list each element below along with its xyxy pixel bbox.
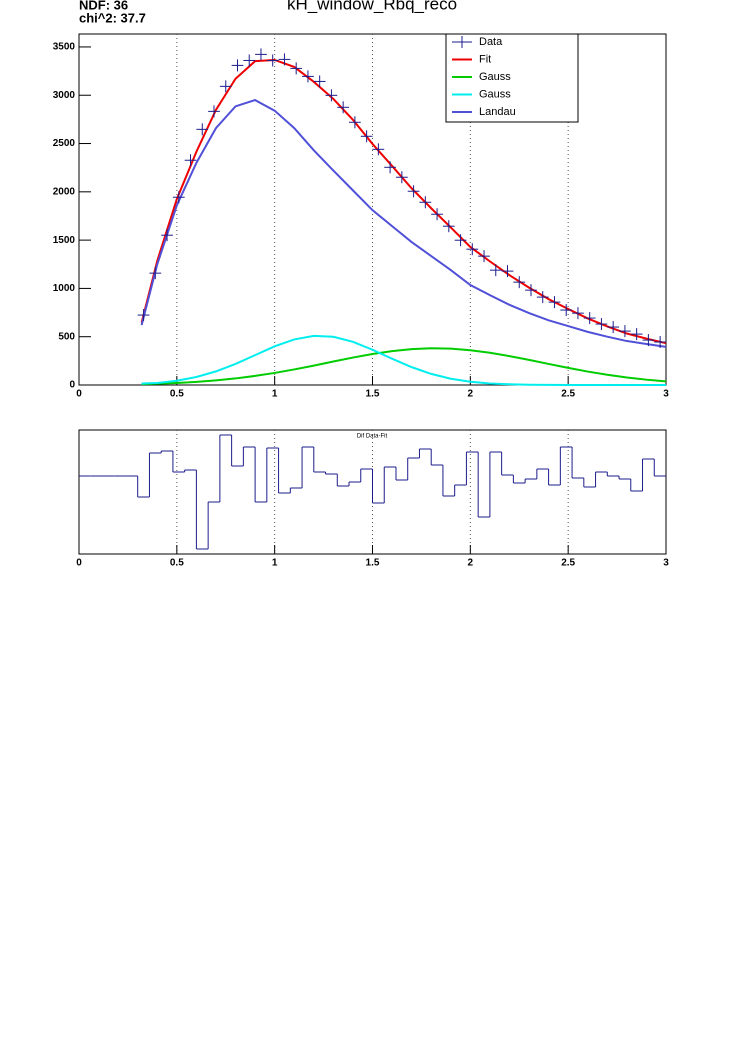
chart-title: kH_window_Rbq_reco [287,0,457,13]
y-tick-label: 1500 [53,235,76,246]
x-tick-label: 0.5 [170,558,184,569]
fit-curve [141,347,667,386]
x-tick-label: 2.5 [561,389,575,400]
x-tick-label: 2.5 [561,558,575,569]
x-tick-label: 1.5 [366,389,380,400]
legend-label: Gauss [479,71,511,83]
y-tick-label: 2500 [53,138,76,149]
y-tick-label: 1000 [53,283,76,294]
y-tick-label: 3000 [53,90,76,101]
x-tick-label: 3 [663,389,669,400]
legend-label: Gauss [479,88,511,100]
x-tick-label: 2 [468,558,474,569]
x-tick-label: 0 [76,558,82,569]
legend-label: Data [479,36,503,48]
residual-title: Dif Data-Fit [357,434,388,440]
chi2-label: chi^2: 37.7 [79,10,146,25]
x-tick-label: 1 [272,389,278,400]
fit-curve [140,98,667,348]
x-tick-label: 0 [76,389,82,400]
x-tick-label: 1.5 [366,558,380,569]
legend-label: Landau [479,106,516,118]
x-tick-label: 3 [663,558,669,569]
y-tick-label: 3500 [53,42,76,53]
x-tick-label: 1 [272,558,278,569]
y-tick-label: 500 [58,331,75,342]
y-tick-label: 0 [69,380,75,391]
legend-label: Fit [479,53,491,65]
x-tick-label: 2 [468,389,474,400]
fit-curve [141,334,666,386]
x-tick-label: 0.5 [170,389,184,400]
ndf-label: NDF: 36 [79,0,128,12]
y-tick-label: 2000 [53,186,76,197]
